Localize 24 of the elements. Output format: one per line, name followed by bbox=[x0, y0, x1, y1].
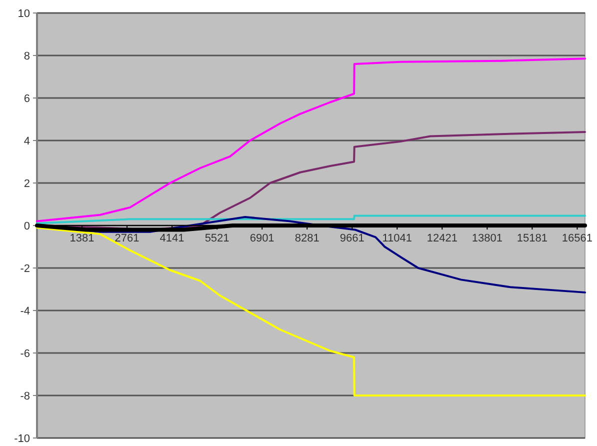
y-tick-label: 10 bbox=[18, 8, 30, 20]
x-tick-label: 11041 bbox=[382, 232, 412, 244]
line-series bbox=[36, 58, 586, 222]
x-tick-label: 9661 bbox=[340, 232, 364, 244]
y-tick-label: 4 bbox=[24, 135, 30, 148]
x-tick-label: 2761 bbox=[114, 232, 140, 244]
y-tick-label: -6 bbox=[20, 348, 30, 360]
y-tick-label: 2 bbox=[24, 178, 30, 190]
y-tick-label: 6 bbox=[24, 92, 30, 105]
y-tick-label: 0 bbox=[24, 220, 30, 232]
x-tick-label: 4141 bbox=[160, 232, 184, 244]
y-tick-label: -10 bbox=[14, 432, 30, 445]
x-tick-label: 13801 bbox=[472, 232, 502, 244]
y-tick-label: -4 bbox=[20, 305, 30, 318]
x-tick-label: 15181 bbox=[516, 232, 548, 244]
y-tick-label: -2 bbox=[20, 262, 30, 275]
x-tick-label: 8281 bbox=[294, 232, 320, 244]
y-tick-label: 8 bbox=[24, 50, 30, 62]
x-tick-label: 6901 bbox=[250, 232, 274, 244]
x-tick-label: 16561 bbox=[562, 232, 592, 244]
x-tick-label: 5521 bbox=[204, 232, 230, 244]
y-tick-label: -8 bbox=[20, 390, 30, 402]
x-tick-label: 12421 bbox=[426, 232, 458, 244]
x-tick-label: 1381 bbox=[70, 232, 94, 244]
